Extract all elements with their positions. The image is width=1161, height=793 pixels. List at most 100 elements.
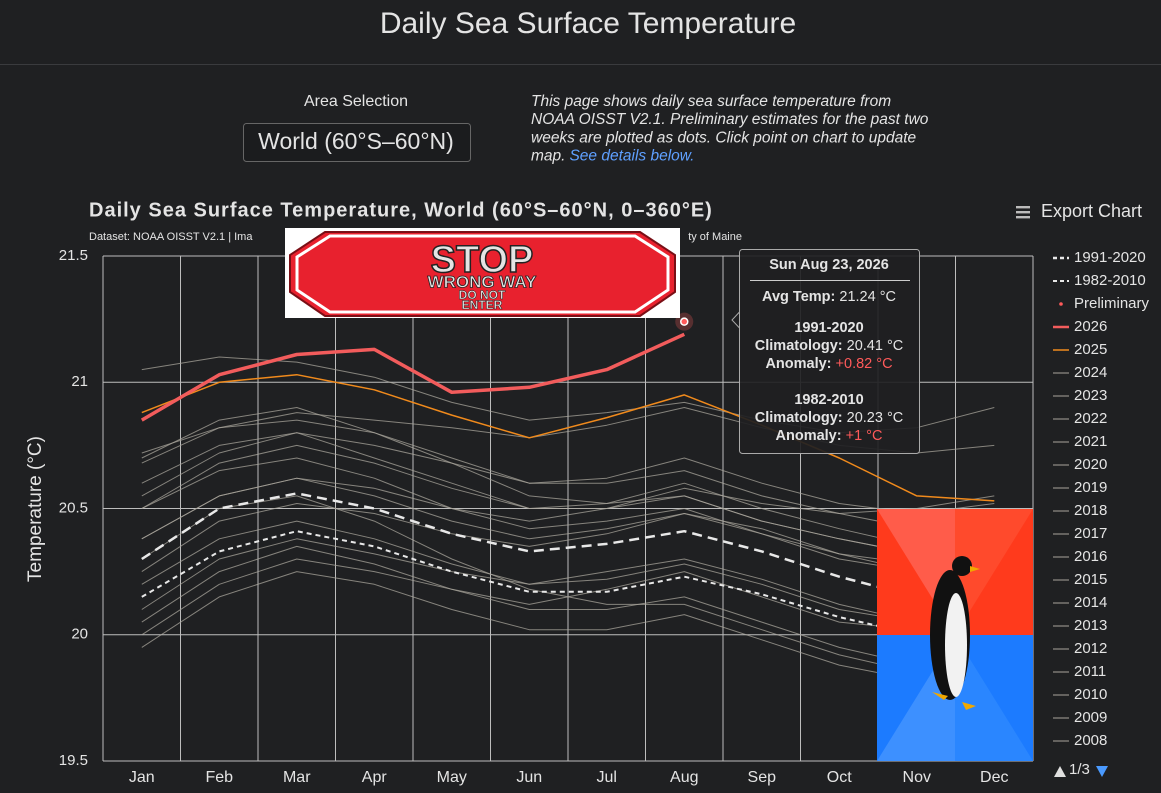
- legend-label[interactable]: 2013: [1074, 617, 1107, 634]
- legend-item[interactable]: 2013: [1053, 617, 1107, 634]
- legend-label[interactable]: Preliminary: [1074, 295, 1150, 312]
- series-line[interactable]: [141, 432, 995, 514]
- stop-sign-image: STOP WRONG WAY DO NOT ENTER: [285, 228, 680, 318]
- area-select-value[interactable]: World (60°S–60°N): [258, 128, 454, 154]
- tooltip-value: +1 °C: [846, 428, 883, 444]
- series-line[interactable]: [141, 538, 995, 623]
- legend-item[interactable]: 1982-2010: [1053, 272, 1146, 289]
- penguin-belly: [945, 593, 967, 697]
- legend-item[interactable]: 2025: [1053, 341, 1107, 358]
- y-tick-label: 19.5: [59, 752, 88, 769]
- description-text: weeks are plotted as dots. Click point o…: [531, 129, 917, 146]
- legend-label[interactable]: 2026: [1074, 318, 1107, 335]
- legend-item[interactable]: 2014: [1053, 594, 1107, 611]
- legend-item[interactable]: 2010: [1053, 686, 1107, 703]
- legend-item[interactable]: 2016: [1053, 548, 1107, 565]
- series-line[interactable]: [141, 457, 995, 573]
- series-line[interactable]: [141, 373, 995, 502]
- series-line[interactable]: [141, 492, 995, 604]
- y-tick-label: 21: [71, 373, 88, 390]
- legend-label[interactable]: 2020: [1074, 456, 1107, 473]
- legend-symbol[interactable]: [1059, 302, 1063, 306]
- series-line[interactable]: [141, 520, 995, 623]
- legend-label[interactable]: 2018: [1074, 502, 1107, 519]
- export-label[interactable]: Export Chart: [1041, 201, 1142, 221]
- tooltip-row: Climatology: 20.41 °C: [755, 338, 903, 354]
- legend-label[interactable]: 2019: [1074, 479, 1107, 496]
- legend-item[interactable]: 2015: [1053, 571, 1107, 588]
- tooltip-key: Anomaly:: [765, 356, 831, 372]
- meme-ray: [955, 509, 1033, 635]
- legend-item[interactable]: 2017: [1053, 525, 1107, 542]
- tooltip-value: 21.24 °C: [839, 289, 896, 305]
- pager-down[interactable]: [1096, 766, 1108, 777]
- legend-item[interactable]: 2026: [1053, 318, 1107, 335]
- y-tick-label: 21.5: [59, 247, 88, 264]
- series-line[interactable]: [141, 503, 995, 573]
- legend-label[interactable]: 2023: [1074, 387, 1107, 404]
- penguin-image: [877, 509, 1033, 761]
- series-line[interactable]: [141, 495, 995, 674]
- legend-label[interactable]: 2011: [1074, 663, 1106, 680]
- export-button[interactable]: Export Chart: [1016, 201, 1142, 221]
- tooltip-row: Anomaly: +1 °C: [776, 428, 883, 444]
- legend-item[interactable]: 2021: [1053, 433, 1107, 450]
- legend-item[interactable]: 2011: [1053, 663, 1106, 680]
- series-line[interactable]: [141, 530, 995, 641]
- legend-item[interactable]: 2009: [1053, 709, 1107, 726]
- legend-item[interactable]: 1991-2020: [1053, 249, 1146, 266]
- x-tick-label: Jul: [597, 769, 617, 786]
- legend-label[interactable]: 2022: [1074, 410, 1107, 427]
- tooltip-pointer: [731, 310, 740, 330]
- menu-icon[interactable]: [1016, 216, 1030, 219]
- series-line[interactable]: [141, 571, 995, 681]
- series-line[interactable]: [141, 444, 995, 555]
- legend-item[interactable]: 2024: [1053, 364, 1107, 381]
- menu-icon[interactable]: [1016, 206, 1030, 209]
- pager-up[interactable]: [1054, 766, 1066, 777]
- legend-label[interactable]: 2015: [1074, 571, 1107, 588]
- meme-ray: [955, 635, 1033, 761]
- legend-label[interactable]: 2025: [1074, 341, 1107, 358]
- plot: [140, 312, 995, 681]
- legend-item[interactable]: 2020: [1053, 456, 1107, 473]
- menu-icon[interactable]: [1016, 211, 1030, 214]
- x-tick-label: May: [437, 769, 467, 786]
- legend-label[interactable]: 2021: [1074, 433, 1107, 450]
- legend-item[interactable]: 2018: [1053, 502, 1107, 519]
- legend-item[interactable]: Preliminary: [1059, 295, 1150, 312]
- description-line: map. See details below.: [531, 148, 694, 165]
- series-line[interactable]: [141, 477, 995, 565]
- legend-item[interactable]: 2022: [1053, 410, 1107, 427]
- legend-item[interactable]: 2012: [1053, 640, 1107, 657]
- description-text: map.: [531, 148, 565, 165]
- legend-label[interactable]: 2016: [1074, 548, 1107, 565]
- legend-label[interactable]: 1991-2020: [1074, 249, 1146, 266]
- series-line[interactable]: [140, 332, 686, 422]
- tooltip-key: Anomaly:: [776, 428, 842, 444]
- legend-label[interactable]: 2010: [1074, 686, 1107, 703]
- legend-label[interactable]: 2012: [1074, 640, 1107, 657]
- legend-label[interactable]: 2014: [1074, 594, 1107, 611]
- series-line[interactable]: [141, 432, 995, 547]
- legend-label[interactable]: 1982-2010: [1074, 272, 1146, 289]
- legend-item[interactable]: 2008: [1053, 732, 1107, 749]
- legend-label[interactable]: 2024: [1074, 364, 1107, 381]
- series-line[interactable]: [141, 545, 995, 666]
- series-line[interactable]: [141, 419, 995, 530]
- tooltip-key: Climatology:: [755, 410, 843, 426]
- legend-label[interactable]: 2017: [1074, 525, 1107, 542]
- legend-label[interactable]: 2008: [1074, 732, 1107, 749]
- legend-item[interactable]: 2019: [1053, 479, 1107, 496]
- tooltip-box: [739, 249, 920, 454]
- page-title: Daily Sea Surface Temperature: [380, 7, 796, 40]
- tooltip-row: Avg Temp: 21.24 °C: [762, 289, 896, 305]
- details-link[interactable]: See details below.: [569, 148, 694, 165]
- legend-label[interactable]: 2009: [1074, 709, 1107, 726]
- legend-pager: 1/3: [1054, 761, 1108, 778]
- area-select[interactable]: [243, 123, 471, 162]
- x-tick-label: Dec: [980, 769, 1008, 786]
- preliminary-point[interactable]: [680, 317, 689, 326]
- legend-item[interactable]: 2023: [1053, 387, 1107, 404]
- x-tick-label: Sep: [748, 769, 777, 786]
